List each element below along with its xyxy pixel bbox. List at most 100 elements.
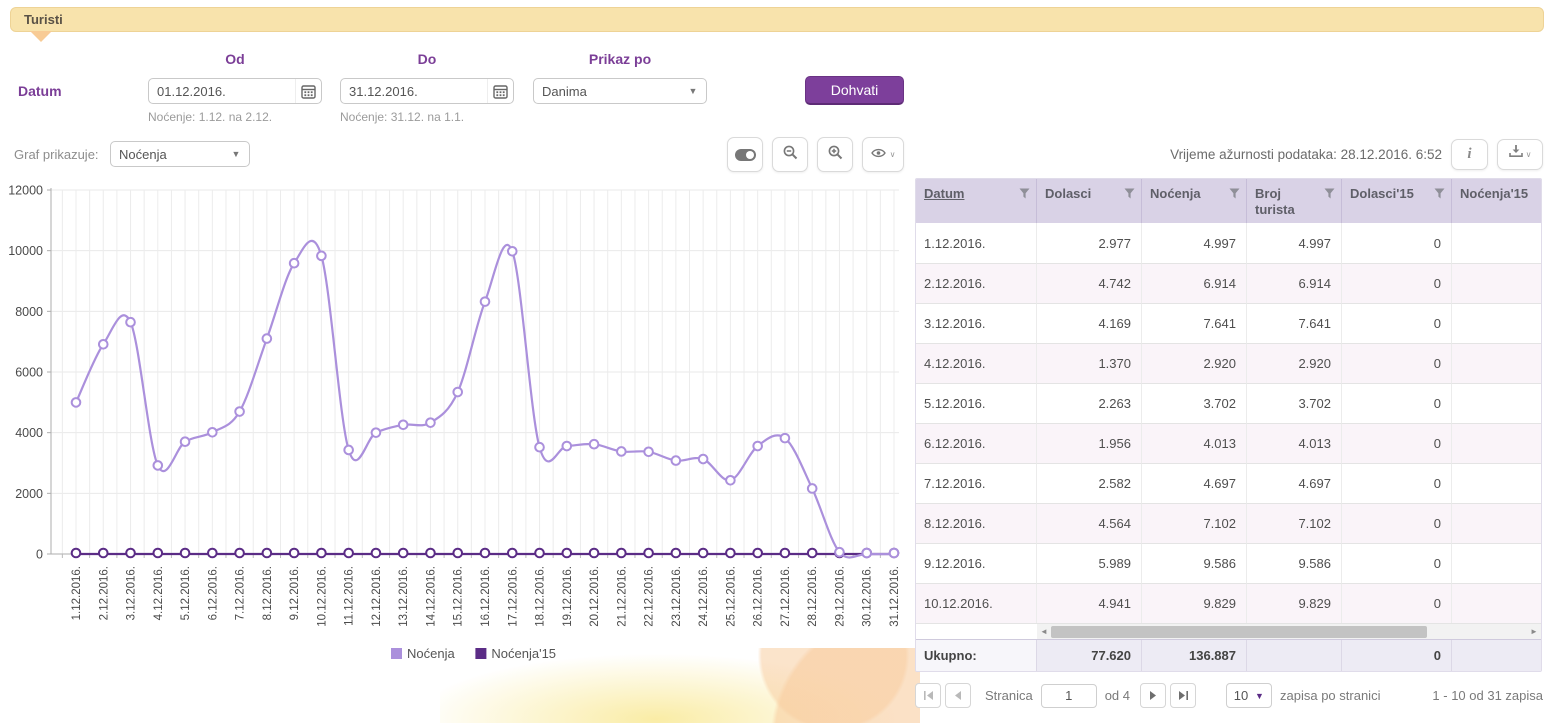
data-point[interactable] (154, 461, 163, 470)
scroll-right-icon[interactable]: ► (1527, 624, 1541, 639)
data-point[interactable] (699, 455, 708, 464)
chevron-down-icon[interactable]: ▼ (680, 79, 706, 103)
data-point[interactable] (535, 549, 544, 558)
filter-icon[interactable] (1124, 188, 1135, 199)
fetch-button[interactable]: Dohvati (805, 76, 904, 105)
table-row[interactable]: 1.12.2016.2.9774.9974.9970 (916, 223, 1541, 263)
data-point[interactable] (72, 549, 81, 558)
data-point[interactable] (126, 318, 135, 327)
data-point[interactable] (835, 548, 844, 557)
scroll-left-icon[interactable]: ◄ (1037, 624, 1051, 639)
line-chart[interactable]: 0200040006000800010000120001.12.2016.2.1… (6, 182, 908, 678)
next-page-button[interactable] (1140, 683, 1166, 708)
calendar-icon[interactable] (295, 79, 321, 103)
data-point[interactable] (508, 247, 517, 256)
data-point[interactable] (672, 456, 681, 465)
data-point[interactable] (344, 446, 353, 455)
data-point[interactable] (753, 549, 762, 558)
data-point[interactable] (481, 297, 490, 306)
last-page-button[interactable] (1170, 683, 1196, 708)
data-point[interactable] (753, 442, 762, 451)
table-row[interactable]: 5.12.2016.2.2633.7023.7020 (916, 383, 1541, 423)
data-point[interactable] (399, 549, 408, 558)
scrollbar-track[interactable] (1051, 624, 1527, 639)
data-point[interactable] (99, 340, 108, 349)
data-point[interactable] (535, 443, 544, 452)
zoom-in-button[interactable] (817, 137, 853, 172)
prev-page-button[interactable] (945, 683, 971, 708)
data-point[interactable] (726, 549, 735, 558)
data-point[interactable] (672, 549, 681, 558)
export-button[interactable]: ∨ (1497, 139, 1543, 170)
data-point[interactable] (235, 407, 244, 416)
panel-header[interactable]: Turisti (10, 7, 1544, 32)
filter-icon[interactable] (1019, 188, 1030, 199)
chart-legend[interactable]: NoćenjaNoćenja'15 (391, 646, 556, 661)
data-point[interactable] (426, 418, 435, 427)
filter-icon[interactable] (1434, 188, 1445, 199)
data-point[interactable] (72, 398, 81, 407)
table-row[interactable]: 3.12.2016.4.1697.6417.6410 (916, 303, 1541, 343)
info-button[interactable]: i (1451, 139, 1488, 170)
data-point[interactable] (181, 437, 190, 446)
data-point[interactable] (699, 549, 708, 558)
column-header-broj-turista[interactable]: Broj turista (1247, 179, 1342, 223)
data-point[interactable] (481, 549, 490, 558)
data-point[interactable] (617, 549, 626, 558)
data-point[interactable] (99, 549, 108, 558)
calendar-icon[interactable] (487, 79, 513, 103)
data-point[interactable] (263, 549, 272, 558)
data-point[interactable] (181, 549, 190, 558)
data-point[interactable] (726, 476, 735, 485)
column-header-dolasci[interactable]: Dolasci (1037, 179, 1142, 223)
chevron-down-icon[interactable]: ▼ (223, 142, 249, 166)
table-row[interactable]: 10.12.2016.4.9419.8299.8290 (916, 583, 1541, 623)
column-header-no-enja-15[interactable]: Noćenja'15 (1452, 179, 1541, 223)
data-point[interactable] (208, 428, 217, 437)
data-point[interactable] (808, 484, 817, 493)
first-page-button[interactable] (915, 683, 941, 708)
chart-series-select[interactable]: Noćenja ▼ (110, 141, 250, 167)
column-header-no-enja[interactable]: Noćenja (1142, 179, 1247, 223)
toggle-view-button[interactable] (727, 137, 763, 172)
column-header-datum[interactable]: Datum (916, 179, 1037, 223)
data-point[interactable] (644, 549, 653, 558)
data-point[interactable] (235, 549, 244, 558)
data-point[interactable] (453, 549, 462, 558)
table-row[interactable]: 6.12.2016.1.9564.0134.0130 (916, 423, 1541, 463)
data-point[interactable] (644, 447, 653, 456)
data-point[interactable] (862, 549, 871, 558)
table-row[interactable]: 4.12.2016.1.3702.9202.9200 (916, 343, 1541, 383)
zoom-out-button[interactable] (772, 137, 808, 172)
data-point[interactable] (372, 549, 381, 558)
data-point[interactable] (808, 549, 817, 558)
date-to-field[interactable]: 31.12.2016. (340, 78, 514, 104)
data-point[interactable] (208, 549, 217, 558)
table-row[interactable]: 2.12.2016.4.7426.9146.9140 (916, 263, 1541, 303)
data-point[interactable] (126, 549, 135, 558)
data-point[interactable] (563, 442, 572, 451)
column-header-dolasci-15[interactable]: Dolasci'15 (1342, 179, 1452, 223)
data-point[interactable] (317, 252, 326, 261)
data-point[interactable] (344, 549, 353, 558)
data-point[interactable] (372, 428, 381, 437)
scrollbar-thumb[interactable] (1051, 626, 1427, 638)
page-size-select[interactable]: 10 ▼ (1226, 683, 1272, 708)
display-by-select[interactable]: Danima ▼ (533, 78, 707, 104)
table-row[interactable]: 9.12.2016.5.9899.5869.5860 (916, 543, 1541, 583)
data-point[interactable] (453, 388, 462, 397)
data-point[interactable] (317, 549, 326, 558)
data-point[interactable] (617, 447, 626, 456)
visibility-menu-button[interactable]: ∨ (862, 137, 904, 172)
data-point[interactable] (154, 549, 163, 558)
table-row[interactable]: 8.12.2016.4.5647.1027.1020 (916, 503, 1541, 543)
data-point[interactable] (263, 334, 272, 343)
data-point[interactable] (563, 549, 572, 558)
filter-icon[interactable] (1229, 188, 1240, 199)
table-row[interactable]: 7.12.2016.2.5824.6974.6970 (916, 463, 1541, 503)
data-point[interactable] (781, 434, 790, 443)
page-number-input[interactable] (1041, 684, 1097, 708)
date-from-field[interactable]: 01.12.2016. (148, 78, 322, 104)
data-point[interactable] (890, 549, 899, 558)
data-point[interactable] (290, 259, 299, 268)
